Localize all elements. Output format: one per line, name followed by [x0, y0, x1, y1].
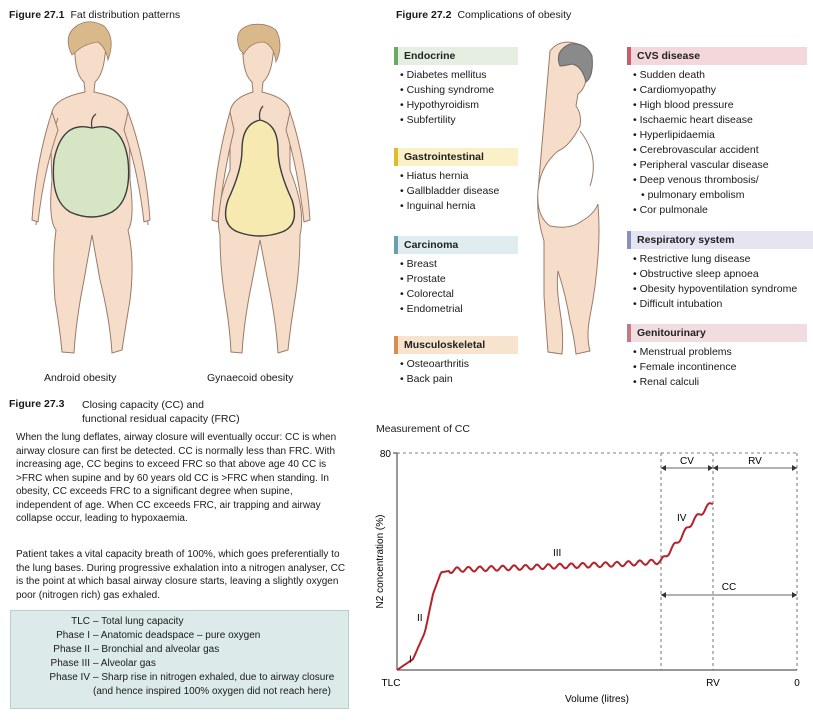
list-item: High blood pressure: [633, 98, 807, 113]
phase-label-iv: IV: [677, 513, 687, 524]
chart-title: Measurement of CC: [376, 423, 470, 435]
list-item: Hyperlipidaemia: [633, 128, 807, 143]
fig3-title-line1: Closing capacity (CC) and: [82, 399, 204, 411]
arrow-head: [792, 465, 797, 471]
legend-key: TLC: [71, 616, 90, 627]
obese-profile-illustration: [537, 41, 600, 355]
arrow-head: [661, 465, 666, 471]
legend-value: – Total lung capacity: [93, 616, 184, 627]
list-item: Subfertility: [400, 113, 518, 128]
complication-group-endocrine: Endocrine Diabetes mellitus Cushing synd…: [394, 47, 518, 128]
list-item: Hypothyroidism: [400, 98, 518, 113]
region-label-cc: CC: [722, 582, 736, 593]
legend-row: TLC – Total lung capacity: [17, 615, 342, 629]
legend-value: – Alveolar gas: [93, 658, 156, 669]
list-item: Hiatus hernia: [400, 169, 518, 184]
list-item: Renal calculi: [633, 375, 807, 390]
list-item: Cushing syndrome: [400, 83, 518, 98]
list-item: Breast: [400, 257, 518, 272]
phase-label-iii: III: [553, 548, 561, 559]
list-item: Menstrual problems: [633, 345, 807, 360]
android-body-figure: [31, 21, 151, 354]
list-item-continuation: pulmonary embolism: [633, 188, 807, 203]
list-item: Endometrial: [400, 302, 518, 317]
group-header: Endocrine: [394, 47, 518, 65]
x-tick-label-rv: RV: [706, 678, 720, 689]
phase-label-ii: II: [417, 613, 423, 624]
n2-concentration-curve: [396, 502, 714, 671]
legend-key: Phase IV: [49, 672, 90, 683]
legend-row: Phase IV – Sharp rise in nitrogen exhaled…: [17, 671, 342, 699]
legend-value: – Sharp rise in nitrogen exhaled, due to…: [93, 672, 335, 697]
y-tick-label: 80: [380, 449, 392, 460]
list-item: Inguinal hernia: [400, 199, 518, 214]
list-item: Prostate: [400, 272, 518, 287]
group-header: Genitourinary: [627, 324, 807, 342]
legend-key: Phase II: [53, 644, 90, 655]
group-header: Carcinoma: [394, 236, 518, 254]
list-item: Cardiomyopathy: [633, 83, 807, 98]
complication-group-respiratory: Respiratory system Restrictive lung dise…: [627, 231, 813, 312]
list-item: Sudden death: [633, 68, 807, 83]
complication-group-genitourinary: Genitourinary Menstrual problems Female …: [627, 324, 807, 390]
legend-value: – Anatomic deadspace – pure oxygen: [93, 630, 261, 641]
y-axis-label: N2 concentration (%): [375, 515, 386, 609]
x-axis-label: Volume (litres): [565, 694, 629, 705]
list-item: Obstructive sleep apnoea: [633, 267, 813, 282]
list-item: Cerebrovascular accident: [633, 143, 807, 158]
legend-row: Phase II – Bronchial and alveolar gas: [17, 643, 342, 657]
complication-group-carcinoma: Carcinoma Breast Prostate Colorectal End…: [394, 236, 518, 317]
list-item: Diabetes mellitus: [400, 68, 518, 83]
list-item: Difficult intubation: [633, 297, 813, 312]
legend-key: Phase III: [50, 658, 90, 669]
group-header: CVS disease: [627, 47, 807, 65]
fig3-title: Figure 27.3: [9, 398, 65, 410]
list-item: Deep venous thrombosis/: [633, 173, 807, 188]
legend-value: – Bronchial and alveolar gas: [93, 644, 220, 655]
group-header: Gastrointestinal: [394, 148, 518, 166]
phase-legend: TLC – Total lung capacity Phase I – Anatom…: [10, 610, 349, 709]
arrow-head: [661, 592, 666, 598]
fig3-paragraph-1: When the lung deflates, airway closure w…: [16, 432, 337, 524]
list-item: Ischaemic heart disease: [633, 113, 807, 128]
x-tick-label-tlc: TLC: [382, 678, 401, 689]
arrow-head: [792, 592, 797, 598]
list-item: Restrictive lung disease: [633, 252, 813, 267]
fig1-title: Figure 27.1 Fat distribution patterns: [9, 9, 181, 21]
android-obesity-label: Android obesity: [44, 372, 117, 384]
list-item: Back pain: [400, 372, 518, 387]
list-item: Cor pulmonale: [633, 203, 807, 218]
gynaecoid-body-figure: [211, 23, 311, 354]
legend-row: Phase I – Anatomic deadspace – pure oxyge…: [17, 629, 342, 643]
fig3-title-text: Closing capacity (CC) and functional res…: [82, 398, 240, 426]
x-tick-label-zero: 0: [794, 678, 800, 689]
group-header: Respiratory system: [627, 231, 813, 249]
list-item: Colorectal: [400, 287, 518, 302]
legend-key: Phase I: [56, 630, 90, 641]
gynaecoid-obesity-label: Gynaecoid obesity: [207, 372, 294, 384]
region-label-cv: CV: [680, 456, 694, 467]
fig3-title-line2: functional residual capacity (FRC): [82, 413, 240, 425]
fat-distribution-illustration: [31, 21, 311, 354]
complication-group-gastrointestinal: Gastrointestinal Hiatus hernia Gallbladd…: [394, 148, 518, 214]
fig2-title: Figure 27.2 Complications of obesity: [396, 9, 572, 21]
phase-label-i: I: [409, 655, 412, 666]
arrow-head: [713, 465, 718, 471]
legend-row: Phase III – Alveolar gas: [17, 657, 342, 671]
complication-group-musculoskeletal: Musculoskeletal Osteoarthritis Back pain: [394, 336, 518, 387]
list-item: Osteoarthritis: [400, 357, 518, 372]
list-item: Obesity hypoventilation syndrome: [633, 282, 813, 297]
group-header: Musculoskeletal: [394, 336, 518, 354]
list-item: Female incontinence: [633, 360, 807, 375]
region-label-rv: RV: [748, 456, 762, 467]
list-item: Gallbladder disease: [400, 184, 518, 199]
list-item: Peripheral vascular disease: [633, 158, 807, 173]
arrow-head: [708, 465, 713, 471]
complication-group-cvs-disease: CVS disease Sudden death Cardiomyopathy …: [627, 47, 807, 218]
fig3-paragraph-2: Patient takes a vital capacity breath of…: [16, 549, 346, 601]
